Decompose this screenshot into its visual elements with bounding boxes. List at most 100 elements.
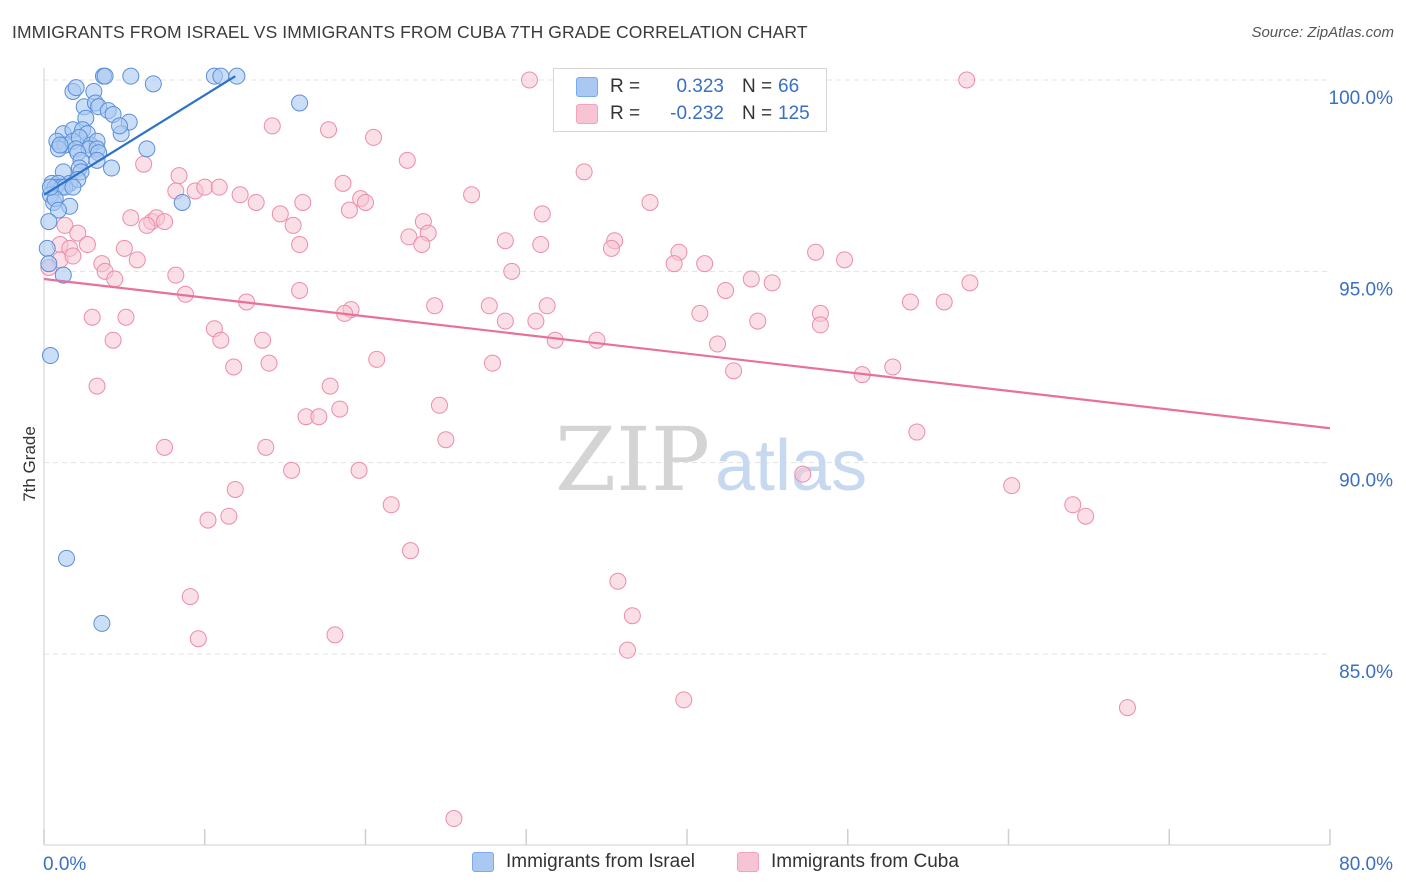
- n-value: 125: [778, 103, 810, 124]
- r-value: -0.232: [670, 103, 724, 124]
- israel-point: [96, 67, 114, 85]
- series-legend: Immigrants from Israel Immigrants from C…: [0, 851, 1406, 877]
- cuba-point: [254, 331, 272, 349]
- cuba-point: [83, 308, 101, 326]
- cuba-point: [167, 266, 185, 284]
- r-label: R =: [610, 103, 641, 124]
- cuba-point: [935, 293, 953, 311]
- cuba-point: [445, 810, 463, 828]
- cuba-point: [78, 236, 96, 254]
- israel-trend-line: [43, 75, 236, 196]
- cuba-series: [40, 71, 1136, 828]
- israel-point: [144, 75, 162, 93]
- israel-point: [103, 159, 121, 177]
- cuba-point: [958, 71, 976, 89]
- chart-title: IMMIGRANTS FROM ISRAEL VS IMMIGRANTS FRO…: [12, 22, 808, 42]
- cuba-point: [742, 270, 760, 288]
- cuba-point: [836, 251, 854, 269]
- israel-point: [58, 549, 76, 567]
- cuba-swatch: [576, 104, 598, 124]
- cuba-point: [1003, 477, 1021, 495]
- n-value: 66: [778, 76, 800, 97]
- israel-swatch: [576, 77, 598, 97]
- cuba-point: [284, 216, 302, 234]
- cuba-point: [263, 117, 281, 135]
- israel-point: [173, 193, 191, 211]
- cuba-point: [69, 224, 87, 242]
- cuba-point: [398, 151, 416, 169]
- r-label: R =: [610, 76, 641, 97]
- cuba-point: [575, 163, 593, 181]
- cuba-point: [496, 312, 514, 330]
- cuba-point: [225, 358, 243, 376]
- cuba-point: [532, 236, 550, 254]
- cuba-point: [365, 128, 383, 146]
- cuba-point: [602, 239, 620, 257]
- cuba-point: [257, 438, 275, 456]
- cuba-point: [350, 461, 368, 479]
- y-axis-label: 7th Grade: [20, 426, 39, 502]
- cuba-point: [503, 262, 521, 280]
- cuba-point: [520, 71, 538, 89]
- israel-point: [40, 213, 58, 231]
- israel-point: [93, 614, 111, 632]
- cuba-point: [260, 354, 278, 372]
- cuba-point: [122, 209, 140, 227]
- cuba-point: [623, 607, 641, 625]
- cuba-point: [291, 236, 309, 254]
- legend-item-israel[interactable]: Immigrants from Israel: [472, 851, 695, 873]
- israel-point: [228, 67, 246, 85]
- cuba-point: [480, 297, 498, 315]
- israel-series: [38, 67, 309, 632]
- legend-item-cuba[interactable]: Immigrants from Cuba: [737, 851, 959, 873]
- x-tick-label: 0.0%: [43, 854, 86, 875]
- cuba-point: [430, 396, 448, 414]
- israel-point: [49, 201, 67, 219]
- cuba-point: [588, 331, 606, 349]
- cuba-point: [709, 335, 727, 353]
- y-tick-label: 85.0%: [1339, 662, 1393, 683]
- cuba-point: [619, 641, 637, 659]
- cuba-point: [496, 232, 514, 250]
- cuba-point: [413, 236, 431, 254]
- israel-point: [64, 178, 82, 196]
- trend-lines: [43, 75, 1331, 430]
- cuba-point: [117, 308, 135, 326]
- cuba-point: [340, 201, 358, 219]
- stats-legend-row-cuba: R = -0.232 N = 125: [576, 102, 810, 126]
- cuba-point: [368, 350, 386, 368]
- cuba-point: [402, 542, 420, 560]
- cuba-point: [382, 496, 400, 514]
- n-label: N =: [742, 76, 773, 97]
- cuba-swatch: [737, 852, 759, 872]
- cuba-point: [725, 362, 743, 380]
- cuba-point: [226, 480, 244, 498]
- legend-label-israel: Immigrants from Israel: [506, 851, 695, 872]
- cuba-point: [749, 312, 767, 330]
- n-label: N =: [742, 103, 773, 124]
- cuba-point: [283, 461, 301, 479]
- israel-point: [40, 255, 58, 273]
- cuba-point: [291, 281, 309, 299]
- cuba-point: [170, 167, 188, 185]
- cuba-point: [196, 178, 214, 196]
- cuba-point: [546, 331, 564, 349]
- cuba-point: [533, 205, 551, 223]
- cuba-point: [156, 438, 174, 456]
- cuba-point: [138, 216, 156, 234]
- cuba-point: [901, 293, 919, 311]
- cuba-point: [483, 354, 501, 372]
- cuba-point: [463, 186, 481, 204]
- israel-point: [41, 178, 59, 196]
- cuba-point: [1118, 699, 1136, 717]
- watermark: ZIP atlas: [555, 408, 867, 511]
- cuba-point: [212, 331, 230, 349]
- cuba-point: [908, 423, 926, 441]
- cuba-point: [717, 281, 735, 299]
- cuba-point: [189, 630, 207, 648]
- cuba-point: [294, 193, 312, 211]
- cuba-point: [88, 377, 106, 395]
- y-tick-label: 90.0%: [1339, 471, 1393, 492]
- israel-swatch: [472, 852, 494, 872]
- cuba-point: [56, 216, 74, 234]
